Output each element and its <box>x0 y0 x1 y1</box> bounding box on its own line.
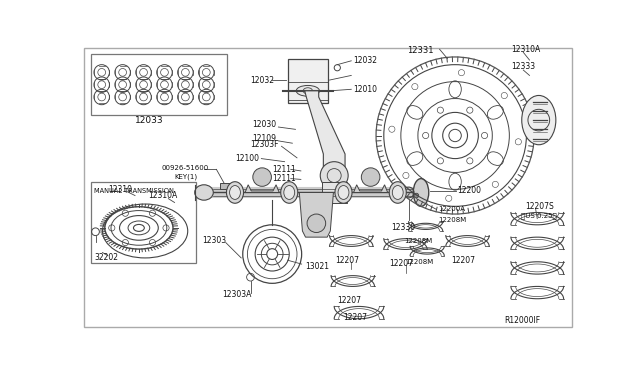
Ellipse shape <box>230 186 241 199</box>
Text: 12207: 12207 <box>337 296 361 305</box>
Text: 12303F: 12303F <box>250 140 279 149</box>
Bar <box>288 58 328 103</box>
Text: 12033: 12033 <box>136 116 164 125</box>
Ellipse shape <box>522 96 556 145</box>
Circle shape <box>362 168 380 186</box>
Text: 〈US 0.25〉: 〈US 0.25〉 <box>521 212 557 219</box>
Text: 12200A: 12200A <box>438 206 465 212</box>
Text: 12208M: 12208M <box>404 238 432 244</box>
Circle shape <box>414 193 419 198</box>
Text: 12207: 12207 <box>343 314 367 323</box>
Polygon shape <box>305 91 345 183</box>
Ellipse shape <box>227 182 244 203</box>
Circle shape <box>307 214 326 232</box>
Bar <box>91 54 227 115</box>
Bar <box>220 183 232 189</box>
Text: 12111: 12111 <box>272 165 296 174</box>
Text: 00926-51600: 00926-51600 <box>161 165 209 171</box>
Circle shape <box>320 162 348 189</box>
Ellipse shape <box>389 182 406 203</box>
Bar <box>322 192 347 203</box>
Text: 12111: 12111 <box>272 174 296 183</box>
Bar <box>322 182 347 192</box>
Text: KEY(1): KEY(1) <box>175 174 198 180</box>
Text: MANUAL TRANSMISSION: MANUAL TRANSMISSION <box>94 188 174 194</box>
Text: 12109: 12109 <box>252 134 276 143</box>
Text: 12310: 12310 <box>108 185 132 194</box>
Ellipse shape <box>335 182 352 203</box>
Text: 12303: 12303 <box>202 237 227 246</box>
Text: 12207S: 12207S <box>525 202 554 211</box>
Text: 12032: 12032 <box>353 56 377 65</box>
Ellipse shape <box>195 185 213 200</box>
Text: R12000IF: R12000IF <box>505 316 541 325</box>
Polygon shape <box>353 185 388 192</box>
Text: 12330: 12330 <box>392 224 415 232</box>
Ellipse shape <box>296 86 319 96</box>
Text: 12100: 12100 <box>235 154 259 163</box>
Circle shape <box>253 168 271 186</box>
Text: 32202: 32202 <box>94 253 118 262</box>
Polygon shape <box>300 192 333 237</box>
Text: 12200: 12200 <box>458 186 481 195</box>
Text: 12207: 12207 <box>390 259 413 268</box>
Ellipse shape <box>413 179 429 206</box>
Text: 12310A: 12310A <box>148 191 177 200</box>
Ellipse shape <box>392 186 403 199</box>
Text: 12303A: 12303A <box>222 290 252 299</box>
Text: 12032: 12032 <box>250 76 275 84</box>
Ellipse shape <box>338 186 349 199</box>
Polygon shape <box>245 185 279 192</box>
Ellipse shape <box>284 186 294 199</box>
Text: 12010: 12010 <box>353 85 377 94</box>
Text: 12208M: 12208M <box>405 259 433 265</box>
Ellipse shape <box>281 182 298 203</box>
Text: 12030: 12030 <box>252 120 276 129</box>
Text: 12207: 12207 <box>335 256 360 265</box>
Text: 12207: 12207 <box>452 256 476 265</box>
Text: 12310A: 12310A <box>511 45 540 54</box>
Text: 13021: 13021 <box>305 262 329 271</box>
Text: 12333: 12333 <box>511 62 535 71</box>
Text: 12331: 12331 <box>407 46 433 55</box>
Text: 12208M: 12208M <box>438 217 467 223</box>
Bar <box>91 182 196 263</box>
